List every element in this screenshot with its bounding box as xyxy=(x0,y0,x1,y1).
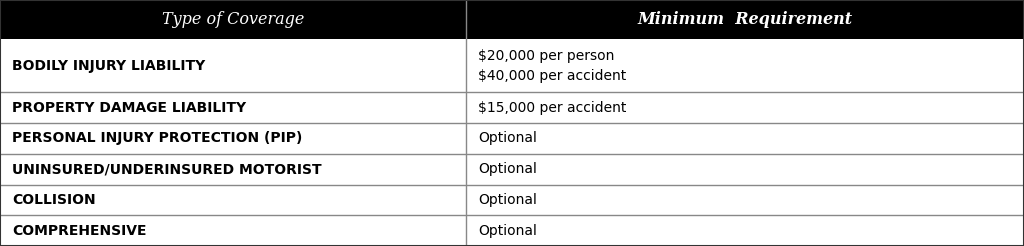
Text: BODILY INJURY LIABILITY: BODILY INJURY LIABILITY xyxy=(12,59,206,73)
Bar xyxy=(0,0,1024,39)
Text: PROPERTY DAMAGE LIABILITY: PROPERTY DAMAGE LIABILITY xyxy=(12,101,247,115)
Text: UNINSURED/UNDERINSURED MOTORIST: UNINSURED/UNDERINSURED MOTORIST xyxy=(12,162,322,176)
Text: Optional: Optional xyxy=(478,193,537,207)
Text: Type of Coverage: Type of Coverage xyxy=(162,11,304,28)
Text: PERSONAL INJURY PROTECTION (PIP): PERSONAL INJURY PROTECTION (PIP) xyxy=(12,132,303,145)
Bar xyxy=(0,39,1024,92)
Bar xyxy=(0,215,1024,246)
Bar xyxy=(0,154,1024,184)
Bar xyxy=(0,92,1024,123)
Text: $20,000 per person
$40,000 per accident: $20,000 per person $40,000 per accident xyxy=(478,49,627,83)
Text: $15,000 per accident: $15,000 per accident xyxy=(478,101,627,115)
Text: Minimum  Requirement: Minimum Requirement xyxy=(637,11,853,28)
Bar xyxy=(0,123,1024,154)
Text: COMPREHENSIVE: COMPREHENSIVE xyxy=(12,224,146,238)
Text: COLLISION: COLLISION xyxy=(12,193,96,207)
Bar xyxy=(0,184,1024,215)
Text: Optional: Optional xyxy=(478,162,537,176)
Text: Optional: Optional xyxy=(478,132,537,145)
Text: Optional: Optional xyxy=(478,224,537,238)
